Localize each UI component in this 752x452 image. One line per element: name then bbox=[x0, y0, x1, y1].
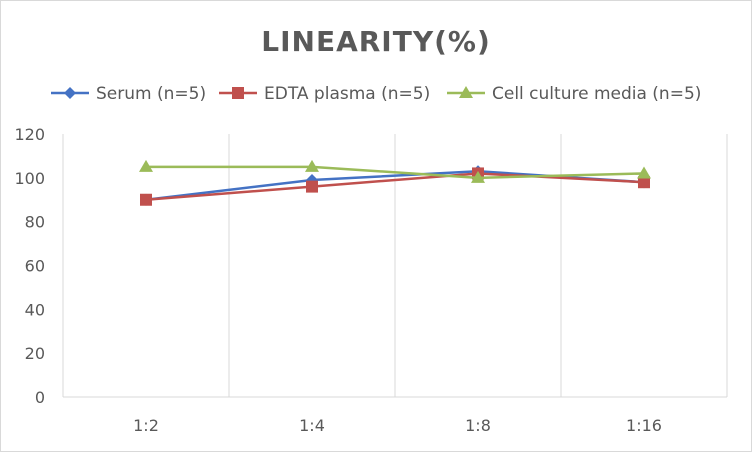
y-tick-label: 20 bbox=[25, 344, 45, 363]
series-line bbox=[145, 172, 645, 201]
series-line bbox=[146, 165, 645, 180]
series-layer bbox=[139, 159, 651, 206]
y-tick-label: 100 bbox=[14, 169, 45, 188]
data-point-square bbox=[306, 180, 318, 193]
data-point-square bbox=[140, 193, 152, 206]
y-axis: 0 20 40 60 80 100 120 bbox=[14, 125, 45, 407]
y-tick-label: 0 bbox=[35, 388, 45, 407]
legend-item: Serum (n=5) bbox=[51, 84, 206, 104]
data-point-square bbox=[232, 87, 244, 99]
data-point-triangle bbox=[471, 170, 485, 183]
series-triangle bbox=[139, 159, 651, 183]
data-point-triangle bbox=[139, 159, 153, 172]
chart-title: LINEARITY(%) bbox=[261, 25, 491, 58]
y-tick-label: 80 bbox=[25, 213, 45, 232]
legend: Serum (n=5) EDTA plasma (n=5) Cell culture… bbox=[51, 84, 701, 104]
x-tick-label: 1:8 bbox=[465, 416, 491, 435]
data-point-square bbox=[638, 176, 650, 189]
data-point-triangle bbox=[459, 86, 473, 98]
legend-label: Cell culture media (n=5) bbox=[492, 84, 701, 104]
y-tick-label: 120 bbox=[14, 125, 45, 144]
legend-label: EDTA plasma (n=5) bbox=[264, 84, 430, 104]
legend-label: Serum (n=5) bbox=[96, 84, 206, 104]
y-tick-label: 60 bbox=[25, 257, 45, 276]
data-point-triangle bbox=[305, 159, 319, 172]
x-tick-label: 1:4 bbox=[299, 416, 325, 435]
x-axis: 1:2 1:4 1:8 1:16 bbox=[133, 416, 662, 435]
y-tick-label: 40 bbox=[25, 300, 45, 319]
x-tick-label: 1:16 bbox=[626, 416, 662, 435]
data-point-triangle bbox=[637, 166, 651, 179]
data-point-diamond bbox=[64, 87, 76, 99]
legend-item: Cell culture media (n=5) bbox=[447, 84, 701, 104]
x-tick-label: 1:2 bbox=[133, 416, 159, 435]
legend-item: EDTA plasma (n=5) bbox=[219, 84, 430, 104]
